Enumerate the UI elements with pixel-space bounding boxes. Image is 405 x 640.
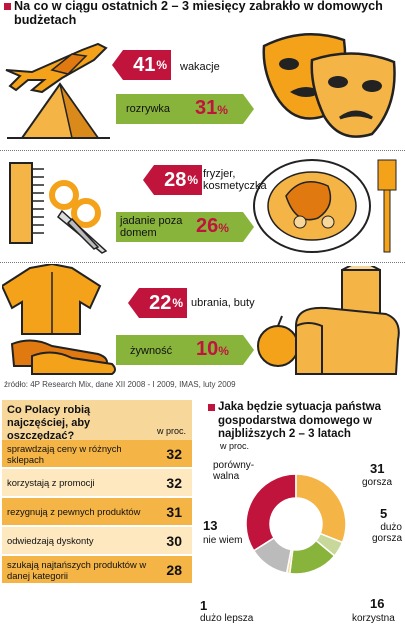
table-row: odwiedzają dyskonty 30 <box>2 527 192 556</box>
row-label: odwiedzają dyskonty <box>7 535 94 546</box>
comb-icon <box>9 162 108 254</box>
table-title: Co Polacy robią najczęściej, aby oszczęd… <box>7 404 91 442</box>
bar-value-22: 22% <box>139 288 187 318</box>
donut-label-duzo-lepsza: dużo lepsza <box>200 613 254 624</box>
table-row: sprawdzają ceny w różnych sklepach 32 <box>2 440 192 469</box>
donut-slice-1 <box>295 473 347 544</box>
donut-label-korzystna: korzystna <box>352 613 395 624</box>
donut-value-16: 16 <box>370 596 385 611</box>
divider <box>0 262 405 263</box>
savings-table: Co Polacy robią najczęściej, aby oszczęd… <box>2 400 192 585</box>
bar-number-31: 31% <box>195 97 228 119</box>
bar-label-zywnosc: żywność <box>130 345 173 357</box>
table-row: szukają najtańszych produktów w danej ka… <box>2 556 192 585</box>
donut-chart: 34 <box>245 473 347 575</box>
donut-value-13: 13 <box>203 518 218 533</box>
row-label: szukają najtańszych produktów w danej ka… <box>7 558 147 581</box>
shoes-icon <box>10 339 116 375</box>
divider <box>0 150 405 151</box>
bar-label-ubrania: ubrania, buty <box>191 297 255 309</box>
donut-value-1: 1 <box>200 598 208 613</box>
source-note: źródło: 4P Research Mix, dane XII 2008 -… <box>4 380 236 389</box>
donut-label-porownywalna: porówny- walna <box>213 460 255 482</box>
airplane-icon <box>5 42 110 139</box>
row-label: rezygnują z pewnych produktów <box>7 506 141 517</box>
row-label: sprawdzają ceny w różnych sklepach <box>7 442 122 465</box>
donut-label-duzo-gorsza: dużo gorsza <box>371 522 402 544</box>
row-value: 28 <box>166 561 182 578</box>
row-value: 32 <box>166 474 182 491</box>
bar-label-wakacje: wakacje <box>180 61 220 73</box>
donut-value-31: 31 <box>370 461 385 476</box>
fork-icon <box>377 159 397 253</box>
table-row: rezygnują z pewnych produktów 31 <box>2 498 192 527</box>
bar-value-26 <box>116 212 243 242</box>
donut-center-value: 34 <box>282 509 311 539</box>
donut-label-gorsza: gorsza <box>362 477 393 488</box>
dinner-plate-icon <box>253 159 397 253</box>
donut-slice-5 <box>252 536 293 574</box>
row-value: 30 <box>166 532 182 549</box>
table-unit: w proc. <box>156 426 186 436</box>
donut-title: Jaka będzie sytuacja państwa gospodarstw… <box>218 401 381 440</box>
title-bullet <box>4 3 11 10</box>
question-bullet <box>208 404 215 411</box>
bar-value-31 <box>116 94 243 124</box>
bread-icon <box>257 266 400 375</box>
bar-number-10: 10% <box>196 338 229 360</box>
donut-value-5: 5 <box>380 506 388 521</box>
bar-value-28: 28% <box>154 165 202 195</box>
infographic-title: Na co w ciągu ostatnich 2 – 3 miesięcy z… <box>14 0 383 27</box>
bar-value-41: 41% <box>123 50 171 80</box>
bar-label-jadanie: jadanie poza domem <box>120 215 183 239</box>
table-header: Co Polacy robią najczęściej, aby oszczęd… <box>2 400 192 442</box>
apple-icon <box>257 325 299 367</box>
bar-label-rozrywka: rozrywka <box>126 103 171 115</box>
shirt-icon <box>2 264 116 375</box>
row-label: korzystają z promocji <box>7 477 95 488</box>
bar-value-10 <box>116 335 243 365</box>
table-row: korzystają z promocji 32 <box>2 469 192 498</box>
row-value: 31 <box>166 503 182 520</box>
row-value: 32 <box>166 445 182 462</box>
bar-label-fryzjer: fryzjer, kosmetyczka <box>203 168 267 192</box>
bar-number-26: 26% <box>196 215 229 237</box>
donut-label-nie-wiem: nie wiem <box>203 535 243 546</box>
theater-masks-icon <box>262 32 396 138</box>
scissors-icon <box>49 180 108 254</box>
donut-slice-0 <box>245 473 297 552</box>
donut-unit: w proc. <box>220 441 250 451</box>
